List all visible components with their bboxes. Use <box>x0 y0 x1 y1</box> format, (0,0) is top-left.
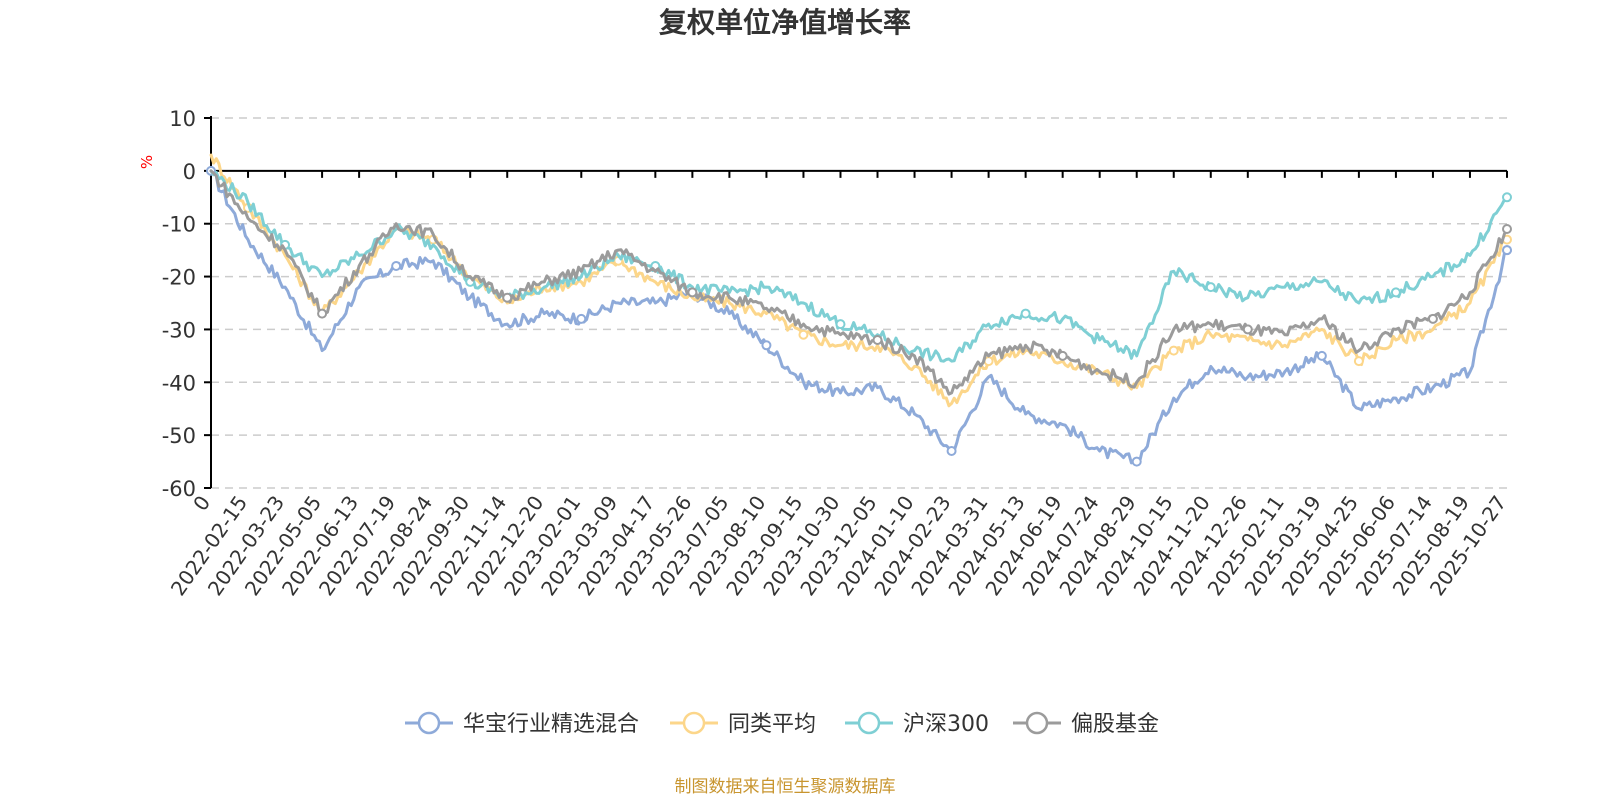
data-point <box>761 340 772 351</box>
legend-item[interactable]: 沪深300 <box>845 711 989 737</box>
legend-label: 偏股基金 <box>1071 712 1159 737</box>
legend-circle-icon <box>1025 711 1049 735</box>
data-point <box>1057 350 1068 361</box>
x-tick-label: 0 <box>188 491 215 515</box>
legend-item[interactable]: 华宝行业精选混合 <box>405 711 639 737</box>
data-point <box>687 287 698 298</box>
series-0 <box>206 165 1512 467</box>
series-3 <box>209 169 1512 396</box>
series-line <box>209 169 1509 363</box>
y-tick-label: -20 <box>162 266 196 290</box>
legend-item[interactable]: 同类平均 <box>670 711 816 737</box>
legend-circle-icon <box>857 711 881 735</box>
data-point <box>1242 324 1253 335</box>
y-tick-label: -40 <box>162 371 196 395</box>
series-1 <box>209 153 1512 408</box>
data-point <box>1020 308 1031 319</box>
data-point <box>1131 456 1142 467</box>
data-point <box>872 335 883 345</box>
data-point <box>1427 313 1438 324</box>
legend-label: 同类平均 <box>728 712 816 737</box>
y-axis: 10 0 -10 -20 -30 -40 -50 -60 <box>162 107 212 501</box>
y-tick-label: -30 <box>162 318 196 342</box>
data-point <box>1205 282 1216 293</box>
data-point <box>1353 356 1364 367</box>
data-point <box>946 446 957 456</box>
legend-circle-icon <box>682 711 706 735</box>
legend-label: 沪深300 <box>903 712 989 737</box>
data-point <box>1502 245 1512 256</box>
series-2 <box>209 169 1512 363</box>
legend-item[interactable]: 偏股基金 <box>1013 711 1159 737</box>
data-point <box>1316 350 1327 361</box>
data-point <box>1502 192 1512 203</box>
legend-circle-icon <box>417 711 441 735</box>
data-point <box>317 308 328 319</box>
data-point <box>1390 287 1401 298</box>
y-tick-label: -60 <box>162 477 196 501</box>
series-lines <box>206 153 1512 467</box>
data-point <box>391 261 402 271</box>
y-tick-label: -10 <box>162 213 196 237</box>
data-point <box>1168 345 1179 356</box>
y-tick-label: -50 <box>162 424 196 448</box>
x-axis: 02022-02-152022-03-232022-05-052022-06-1… <box>166 169 1511 600</box>
y-axis-unit-label: % <box>138 155 156 169</box>
y-tick-label: 10 <box>169 107 196 131</box>
y-tick-label: 0 <box>183 160 196 184</box>
data-point <box>835 319 846 330</box>
grid-lines <box>211 117 1507 489</box>
legend[interactable]: 华宝行业精选混合 同类平均 沪深300 偏股基金 <box>405 711 1159 737</box>
series-line <box>209 153 1509 408</box>
data-point <box>798 329 809 340</box>
legend-label: 华宝行业精选混合 <box>463 712 639 737</box>
series-line <box>209 169 1509 396</box>
series-line <box>209 169 1509 465</box>
chart-title: 复权单位净值增长率 <box>659 6 911 39</box>
data-point <box>1502 224 1512 234</box>
data-point <box>502 292 513 303</box>
data-source-note: 制图数据来自恒生聚源数据库 <box>675 777 896 797</box>
data-point <box>576 313 587 324</box>
